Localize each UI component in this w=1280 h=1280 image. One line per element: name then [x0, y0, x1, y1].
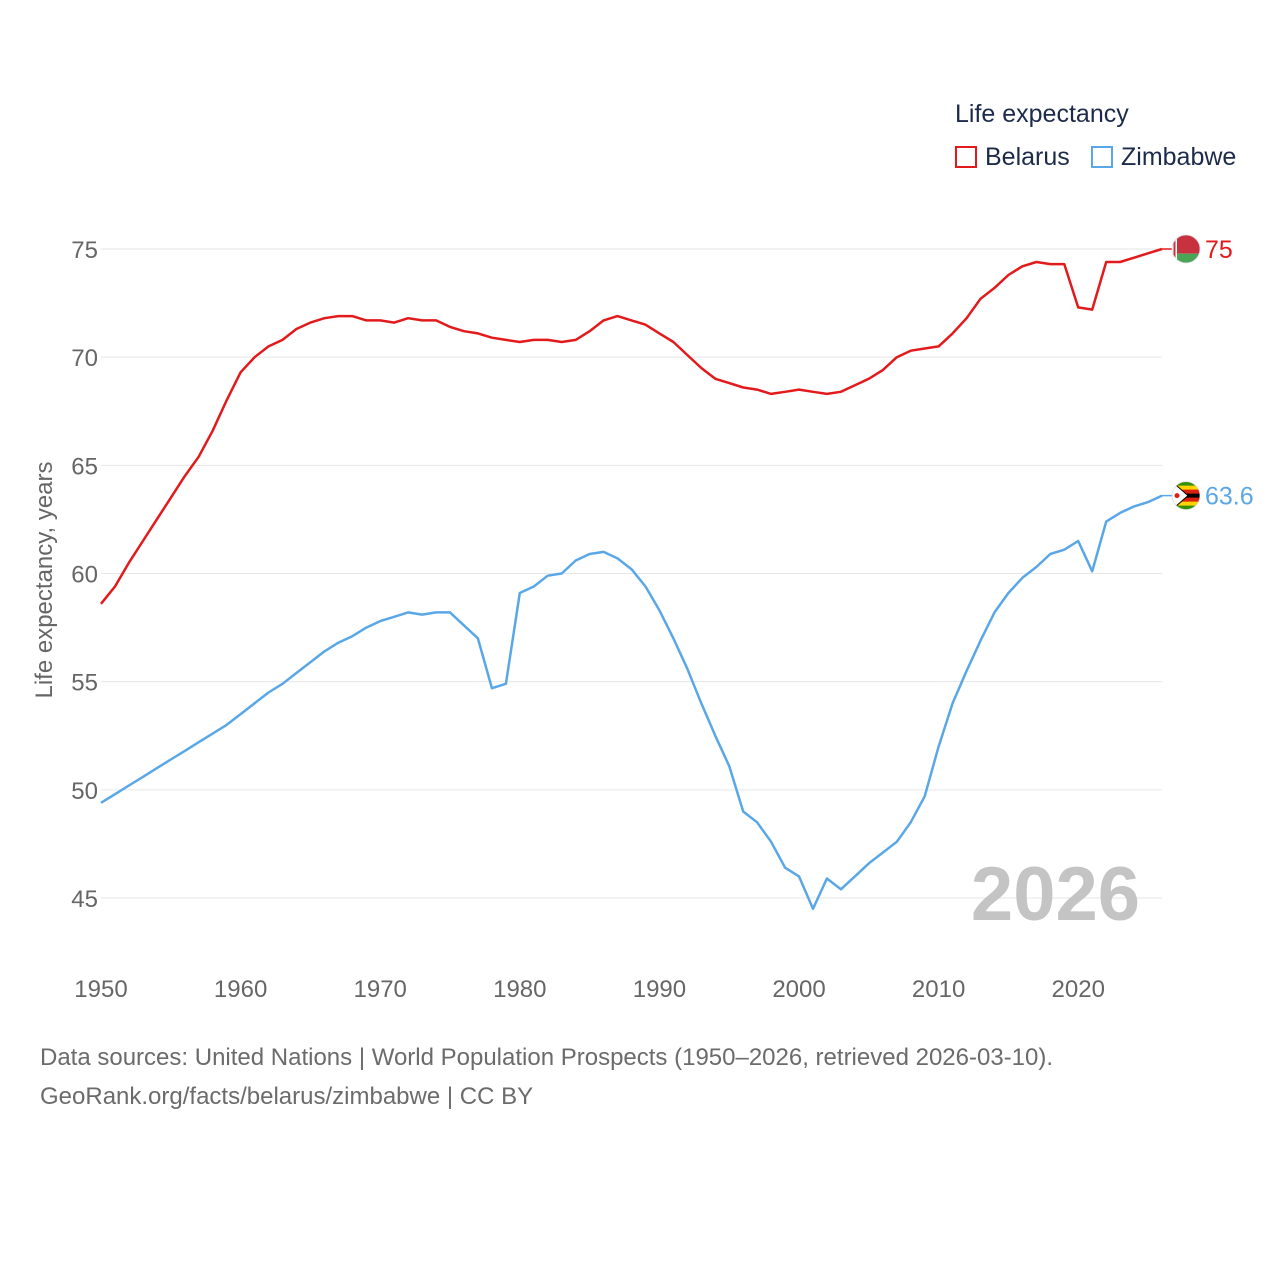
x-tick-label: 1970	[354, 976, 407, 1003]
series-line-belarus[interactable]	[100, 247, 1163, 605]
x-axis-ticks: 1950 1960 1970 1980 1990 2000 2010 2020	[74, 976, 1105, 1003]
series-end-label-zimbabwe: 63.6	[1205, 483, 1254, 511]
legend-item-belarus[interactable]: Belarus	[955, 142, 1070, 172]
x-tick-label: 1950	[74, 976, 127, 1003]
y-tick-label: 60	[71, 562, 98, 589]
x-tick-label: 2020	[1052, 976, 1105, 1003]
y-axis-ticks: 45 50 55 60 65 70 75	[71, 237, 98, 913]
zimbabwe-flag-icon	[1172, 481, 1200, 510]
legend-title: Life expectancy	[955, 100, 1129, 128]
y-axis-label: Life expectancy, years	[31, 461, 58, 698]
data-source-text: Data sources: United Nations | World Pop…	[40, 1044, 1054, 1071]
legend-swatch-zimbabwe	[1091, 146, 1113, 168]
legend-label-zimbabwe: Zimbabwe	[1121, 142, 1237, 171]
series-layer: 75 63.6	[100, 234, 1254, 911]
y-tick-label: 70	[71, 345, 98, 372]
y-tick-label: 65	[71, 453, 98, 480]
legend-swatch-belarus	[955, 146, 977, 168]
source-link-text[interactable]: GeoRank.org/facts/belarus/zimbabwe | CC …	[40, 1083, 534, 1110]
legend-item-zimbabwe[interactable]: Zimbabwe	[1091, 142, 1236, 172]
x-tick-label: 2000	[772, 976, 825, 1003]
y-tick-label: 45	[71, 886, 98, 913]
series-end-label-belarus: 75	[1205, 236, 1233, 264]
series-line-zimbabwe[interactable]	[100, 494, 1163, 911]
x-tick-label: 2010	[912, 976, 965, 1003]
x-tick-label: 1990	[633, 976, 686, 1003]
y-tick-label: 55	[71, 670, 98, 697]
belarus-flag-icon	[1172, 235, 1200, 263]
x-tick-label: 1980	[493, 976, 546, 1003]
x-tick-label: 1960	[214, 976, 267, 1003]
grid-lines	[101, 248, 1162, 899]
y-tick-label: 50	[71, 778, 98, 805]
y-tick-label: 75	[71, 237, 98, 264]
legend-label-belarus: Belarus	[985, 142, 1070, 171]
year-watermark: 2026	[971, 852, 1140, 937]
